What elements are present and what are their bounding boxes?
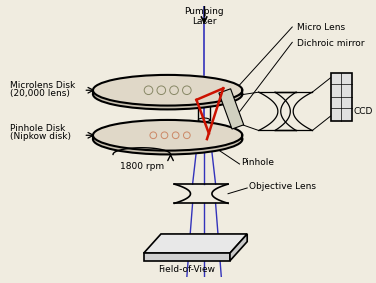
Polygon shape <box>230 234 247 261</box>
Text: Dichroic mirror: Dichroic mirror <box>297 39 364 48</box>
Text: Pumping
Laser: Pumping Laser <box>184 7 224 26</box>
Polygon shape <box>219 89 244 129</box>
Text: Pinhole: Pinhole <box>241 158 274 167</box>
Text: Micro Lens: Micro Lens <box>297 23 345 32</box>
Text: 1800 rpm: 1800 rpm <box>120 162 164 171</box>
Text: Objective Lens: Objective Lens <box>249 182 316 190</box>
Text: (20,000 lens): (20,000 lens) <box>9 89 70 98</box>
Polygon shape <box>144 234 247 253</box>
Ellipse shape <box>198 118 210 122</box>
Text: (Nipkow disk): (Nipkow disk) <box>9 132 71 141</box>
Ellipse shape <box>93 79 243 110</box>
Text: CCD: CCD <box>353 107 373 116</box>
Text: Pinhole Disk: Pinhole Disk <box>9 124 65 133</box>
Ellipse shape <box>93 124 243 155</box>
Bar <box>331 73 352 121</box>
Ellipse shape <box>93 75 243 106</box>
Ellipse shape <box>198 104 210 108</box>
Ellipse shape <box>93 120 243 151</box>
Polygon shape <box>144 253 230 261</box>
Text: Field-of-View: Field-of-View <box>158 265 215 274</box>
Text: Microlens Disk: Microlens Disk <box>9 81 75 90</box>
